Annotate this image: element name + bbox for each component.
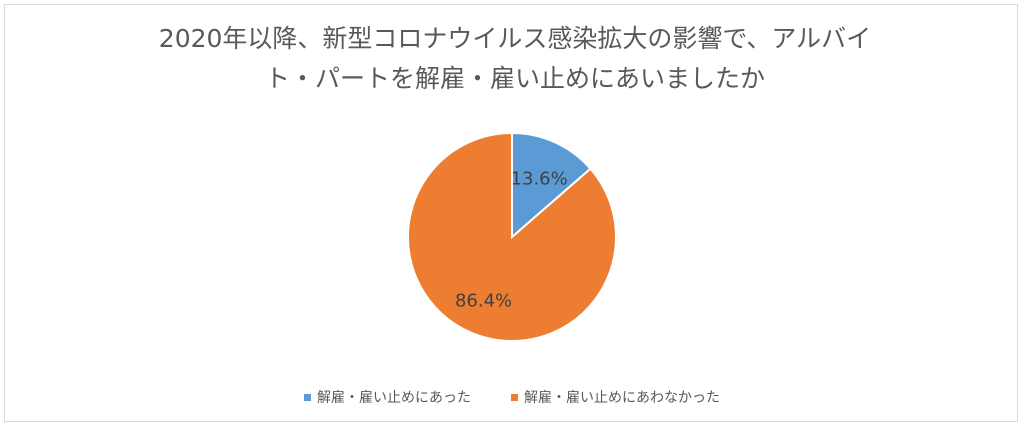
legend-label-dismissed: 解雇・雇い止めにあった <box>317 390 471 406</box>
data-label-not-dismissed: 86.4% <box>455 290 512 311</box>
legend-swatch-dismissed <box>304 393 311 401</box>
legend-item-dismissed: 解雇・雇い止めにあった <box>304 387 471 407</box>
pie-chart: 13.6% 86.4% <box>407 131 617 342</box>
chart-title-line-2: ト・パートを解雇・雇い止めにあいましたか <box>264 64 765 93</box>
legend-label-not-dismissed: 解雇・雇い止めにあわなかった <box>524 390 720 406</box>
legend: 解雇・雇い止めにあった 解雇・雇い止めにあわなかった <box>5 387 1019 407</box>
chart-frame: 2020年以降、新型コロナウイルス感染拡大の影響で、アルバイ ト・パートを解雇・… <box>4 4 1018 422</box>
pie-slice-not-dismissed <box>407 131 617 342</box>
chart-title-line-1: 2020年以降、新型コロナウイルス感染拡大の影響で、アルバイ <box>158 24 872 53</box>
legend-item-not-dismissed: 解雇・雇い止めにあわなかった <box>511 387 720 407</box>
legend-swatch-not-dismissed <box>511 393 518 401</box>
data-label-dismissed: 13.6% <box>511 168 568 189</box>
pie-slice-dismissed <box>511 131 592 240</box>
